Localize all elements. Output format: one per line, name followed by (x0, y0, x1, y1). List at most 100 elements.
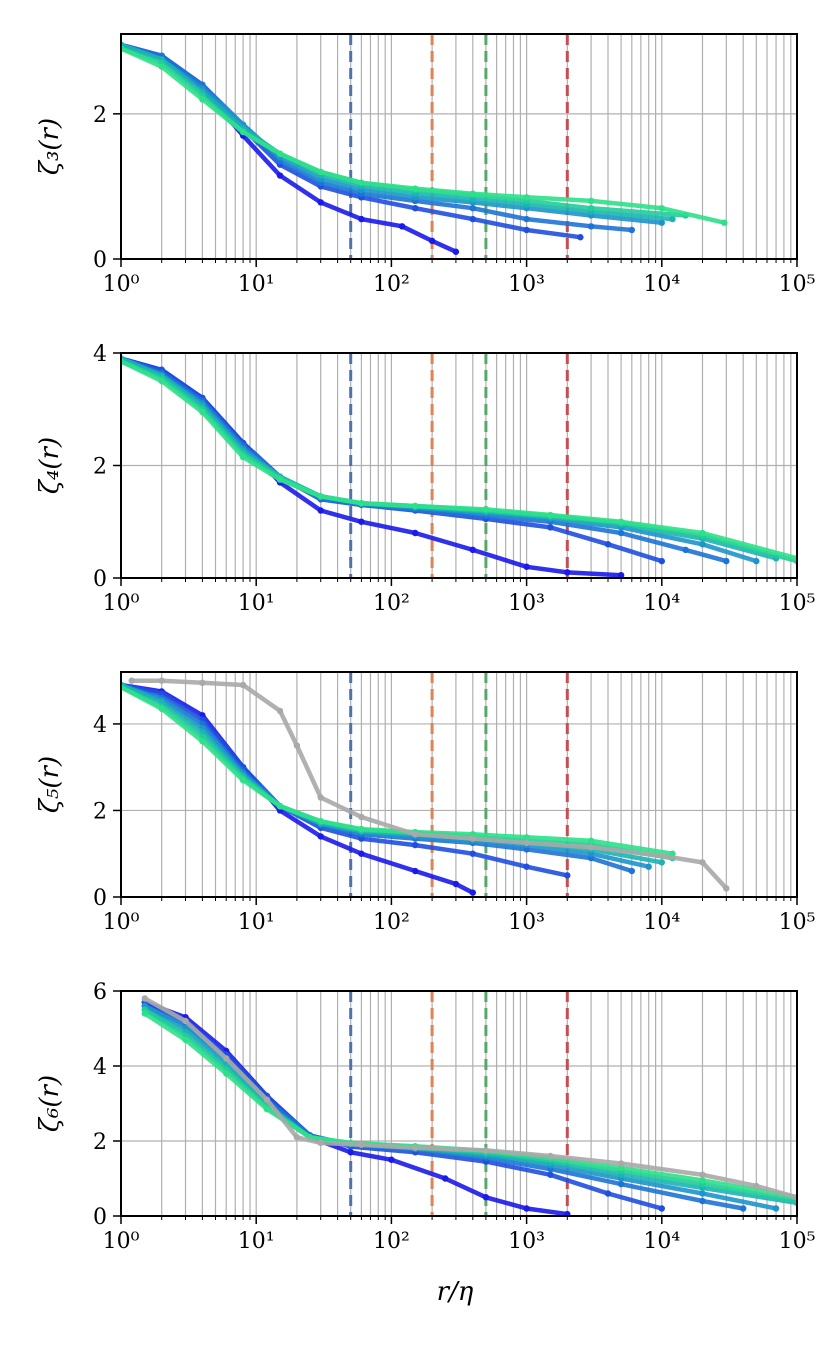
data-point (317, 493, 324, 500)
x-tick-label: 10⁵ (779, 591, 816, 616)
x-tick-label: 10² (373, 272, 410, 297)
data-point (469, 835, 476, 842)
data-point (358, 499, 365, 507)
data-point (469, 190, 476, 197)
data-point (587, 204, 595, 212)
y-tick-label: 0 (93, 886, 107, 911)
data-point (699, 859, 706, 866)
data-point (317, 1139, 324, 1147)
data-point (276, 150, 284, 157)
data-point (669, 215, 676, 223)
data-point (469, 546, 476, 554)
data-point (317, 199, 324, 206)
data-point (452, 248, 460, 255)
axes-frame (120, 671, 798, 898)
data-point (412, 204, 419, 212)
series-line-gray (142, 996, 797, 1200)
y-axis-label: ζ₆(r) (35, 1075, 65, 1132)
data-point (577, 234, 584, 241)
data-point (317, 507, 324, 514)
data-point (482, 506, 490, 513)
data-point (547, 524, 554, 531)
series-line-series-6 (121, 46, 688, 218)
data-point (358, 850, 365, 857)
data-point (564, 872, 571, 879)
x-tick-label: 10⁰ (103, 272, 140, 297)
data-point (699, 1197, 706, 1205)
data-point (723, 885, 730, 892)
data-point (699, 529, 706, 537)
data-point (412, 529, 419, 537)
data-point (699, 1190, 706, 1197)
axes-frame (120, 990, 798, 1217)
data-point (128, 677, 135, 684)
y-tick-label: 4 (93, 1055, 107, 1080)
data-point (617, 1160, 625, 1167)
data-point (547, 1171, 554, 1178)
y-axis-label: ζ₃(r) (35, 118, 65, 175)
data-point (617, 529, 625, 537)
x-tick-label: 10² (373, 910, 410, 935)
data-point (482, 1194, 490, 1201)
x-tick-label: 10¹ (238, 272, 275, 297)
data-point (158, 705, 165, 712)
data-point (628, 226, 636, 234)
data-point (358, 813, 365, 821)
data-point (523, 226, 530, 234)
y-tick-label: 6 (93, 980, 107, 1005)
x-tick-label: 10¹ (238, 591, 275, 616)
series-line-series-3 (121, 42, 635, 233)
y-tick-label: 4 (93, 342, 107, 367)
x-axis-label: r/η (437, 1277, 474, 1307)
data-point (347, 1149, 354, 1156)
x-tick-label: 10⁰ (103, 591, 140, 616)
series-group (141, 995, 797, 1216)
data-point (753, 557, 760, 565)
data-point (658, 204, 665, 212)
data-point (199, 96, 206, 103)
data-point (523, 834, 530, 841)
data-point (523, 563, 530, 570)
data-point (658, 859, 665, 866)
data-point (723, 557, 730, 565)
data-point (587, 837, 595, 844)
y-tick-label: 0 (93, 567, 107, 592)
series-line-series-4 (121, 42, 665, 225)
series-group (121, 355, 797, 578)
data-point (223, 1070, 230, 1077)
data-point (358, 518, 365, 525)
data-point (699, 1171, 706, 1178)
data-point (358, 825, 365, 833)
y-tick-label: 0 (93, 248, 107, 273)
y-axis-label: ζ₄(r) (35, 437, 65, 494)
data-point (617, 571, 625, 578)
data-point (547, 1152, 554, 1160)
series-line-series-7 (121, 684, 675, 856)
data-point (587, 197, 595, 205)
data-point (293, 742, 301, 749)
data-point (617, 1164, 625, 1172)
data-point (276, 476, 284, 483)
x-tick-label: 10⁰ (103, 1229, 140, 1254)
x-tick-label: 10² (373, 591, 410, 616)
data-point (412, 841, 419, 849)
y-tick-label: 2 (93, 1130, 107, 1155)
data-point (658, 557, 665, 565)
data-point (452, 880, 460, 888)
data-point (412, 867, 419, 875)
x-tick-label: 10⁴ (643, 1229, 680, 1254)
data-point (388, 1156, 395, 1163)
data-point (239, 453, 247, 461)
data-point (239, 681, 247, 689)
data-point (523, 839, 530, 847)
data-point (604, 541, 612, 548)
data-point (239, 776, 247, 784)
x-tick-label: 10³ (508, 1229, 545, 1254)
data-point (564, 569, 571, 576)
panel-zeta6: 10⁰ 10¹ 10² 10³ 10⁴ 10⁵ 0 2 4 6 ζ₆(r) (35, 980, 815, 1254)
x-tick-label: 10¹ (238, 1229, 275, 1254)
data-point (772, 1205, 780, 1212)
panel-zeta3: 10⁰ 10¹ 10² 10³ 10⁴ 10⁵ 0 2 ζ₃(r) (35, 33, 815, 297)
data-point (753, 1182, 760, 1190)
data-point (263, 1105, 271, 1113)
